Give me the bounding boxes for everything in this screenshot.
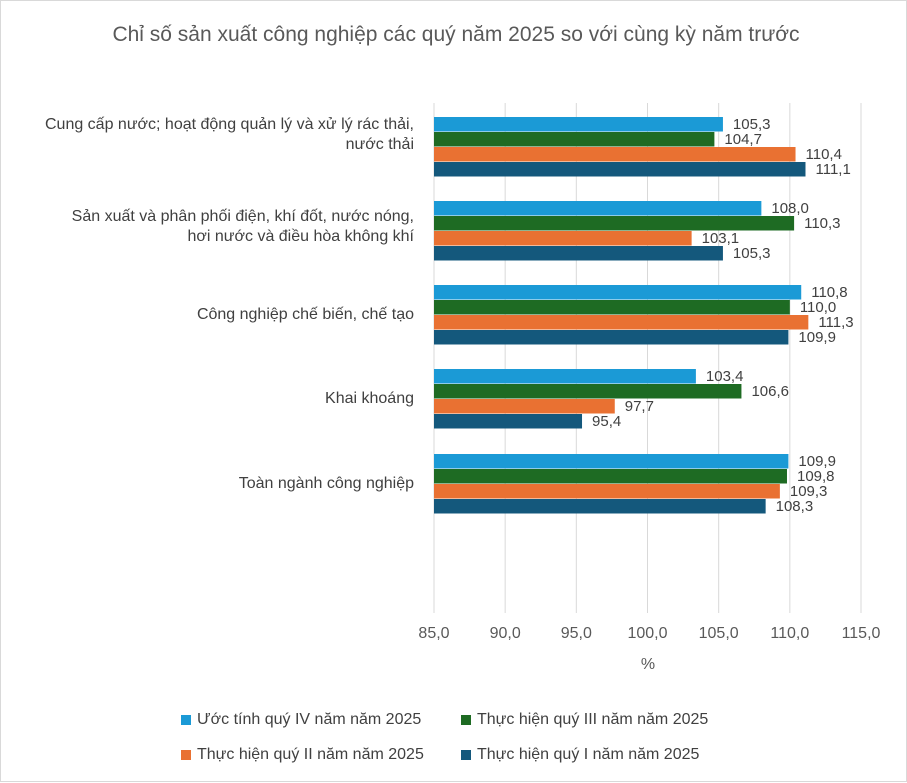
legend-item-q3: Thực hiện quý III năm năm 2025 [461,711,708,729]
data-label: 110,3 [804,215,840,232]
x-tick-label: 105,0 [698,625,739,642]
x-tick-label: 95,0 [560,625,592,642]
bar [434,330,789,345]
data-label: 108,0 [771,200,809,217]
bar [434,484,780,499]
category-label: Toàn ngành công nghiệp [238,475,414,492]
bar [434,147,796,162]
data-label: 103,4 [706,368,744,385]
legend-swatch-q3 [461,715,471,725]
x-tick-label: 115,0 [841,625,881,642]
bar [434,469,787,484]
legend-label-q2: Thực hiện quý II năm năm 2025 [197,746,424,763]
data-label: 106,6 [751,383,789,400]
data-label: 105,3 [733,245,771,262]
data-label: 109,9 [798,453,836,470]
x-tick-label: 100,0 [627,625,668,642]
category-label: Công nghiệp chế biến, chế tạo [196,306,414,323]
data-label: 109,9 [798,329,836,346]
category-label: Cung cấp nước; hoạt động quản lý và xử l… [44,116,414,153]
data-label: 103,1 [702,230,740,247]
bar [434,454,789,469]
legend-item-q4: Ước tính quý IV năm năm 2025 [181,711,421,729]
legend-item-q2: Thực hiện quý II năm năm 2025 [181,746,424,764]
bar [434,216,795,231]
data-label: 95,4 [592,413,621,430]
data-label: 109,3 [790,483,828,500]
data-label: 110,0 [800,299,836,316]
data-label: 110,8 [811,284,847,301]
data-label: 111,1 [815,161,850,178]
legend-swatch-q4 [181,715,191,725]
bar [434,201,762,216]
category-label: Khai khoáng [325,390,414,407]
legend-swatch-q1 [461,750,471,760]
legend-label-q4: Ước tính quý IV năm năm 2025 [197,711,422,728]
legend-label-q1: Thực hiện quý I năm năm 2025 [477,746,700,763]
x-axis-label: % [640,656,656,673]
bar [434,369,696,384]
bar [434,285,802,300]
data-label: 110,4 [806,146,842,163]
bar [434,384,742,399]
data-label: 104,7 [724,131,762,148]
data-label: 111,3 [818,314,853,331]
bar [434,414,583,429]
chart-title: Chỉ số sản xuất công nghiệp các quý năm … [112,23,800,46]
bar [434,300,790,315]
bar [434,231,692,246]
data-label: 108,3 [776,498,814,515]
x-tick-label: 85,0 [418,625,450,642]
data-label: 97,7 [625,398,654,415]
legend-item-q1: Thực hiện quý I năm năm 2025 [461,746,699,764]
bar [434,117,723,132]
category-label: Sản xuất và phân phối điện, khí đốt, nướ… [71,208,414,245]
x-tick-label: 90,0 [489,625,521,642]
bar [434,246,723,261]
data-label: 109,8 [797,468,835,485]
bar [434,315,809,330]
bar [434,162,806,177]
data-label: 105,3 [733,116,771,133]
legend-label-q3: Thực hiện quý III năm năm 2025 [477,711,709,728]
x-tick-label: 110,0 [770,625,810,642]
legend-swatch-q2 [181,750,191,760]
bar [434,132,715,147]
bar [434,499,766,514]
bar [434,399,615,414]
